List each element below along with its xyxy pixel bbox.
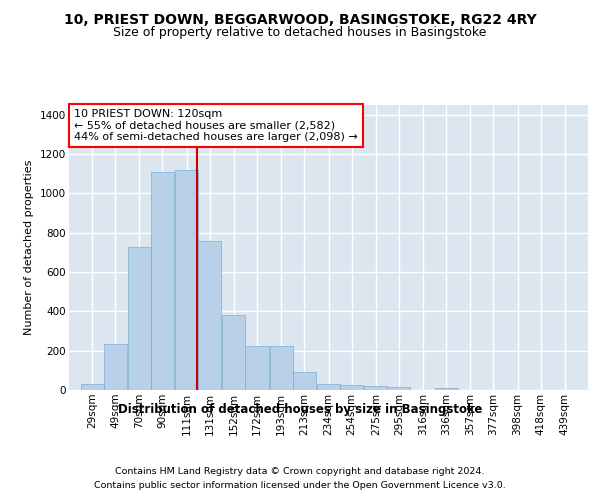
Text: Size of property relative to detached houses in Basingstoke: Size of property relative to detached ho… — [113, 26, 487, 39]
Bar — [223, 316, 245, 390]
Bar — [317, 384, 340, 390]
Bar — [128, 246, 151, 390]
Text: 10 PRIEST DOWN: 120sqm
← 55% of detached houses are smaller (2,582)
44% of semi-: 10 PRIEST DOWN: 120sqm ← 55% of detached… — [74, 110, 358, 142]
Bar — [434, 388, 458, 390]
Bar — [80, 384, 104, 390]
Y-axis label: Number of detached properties: Number of detached properties — [25, 160, 34, 335]
Bar — [340, 385, 363, 390]
Text: Distribution of detached houses by size in Basingstoke: Distribution of detached houses by size … — [118, 402, 482, 415]
Bar — [175, 170, 198, 390]
Text: Contains HM Land Registry data © Crown copyright and database right 2024.: Contains HM Land Registry data © Crown c… — [115, 468, 485, 476]
Bar — [293, 372, 316, 390]
Bar — [198, 240, 221, 390]
Bar — [245, 346, 269, 390]
Bar — [269, 346, 293, 390]
Text: Contains public sector information licensed under the Open Government Licence v3: Contains public sector information licen… — [94, 481, 506, 490]
Text: 10, PRIEST DOWN, BEGGARWOOD, BASINGSTOKE, RG22 4RY: 10, PRIEST DOWN, BEGGARWOOD, BASINGSTOKE… — [64, 12, 536, 26]
Bar — [151, 172, 174, 390]
Bar — [364, 386, 388, 390]
Bar — [104, 344, 127, 390]
Bar — [388, 387, 410, 390]
